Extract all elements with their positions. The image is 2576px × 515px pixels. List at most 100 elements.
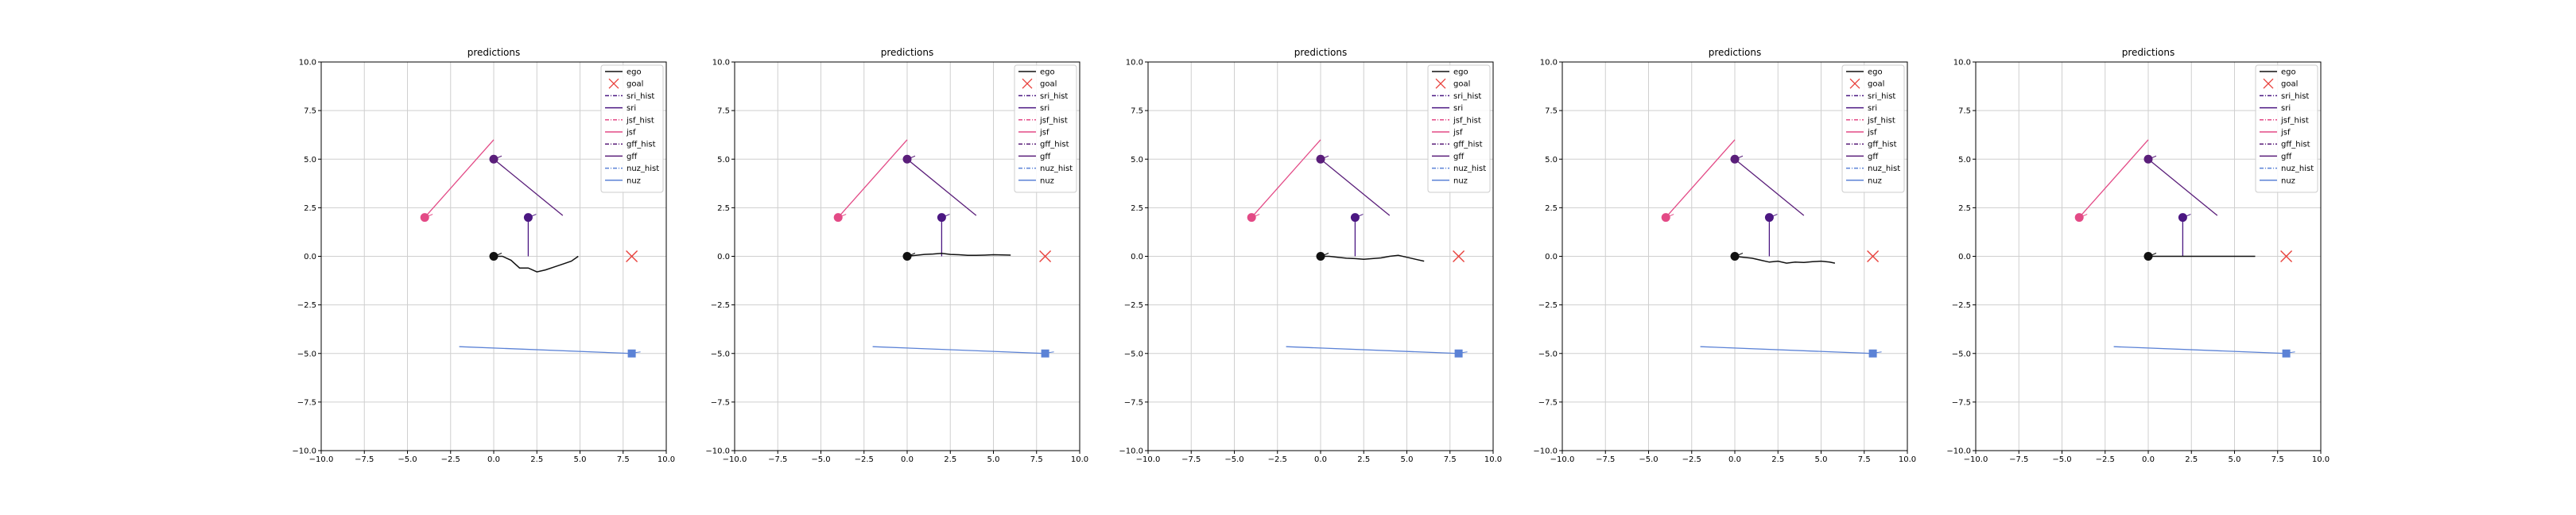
legend-label-nuz-hist: nuz_hist	[2281, 165, 2314, 173]
x-tick-label: 5.0	[2229, 455, 2241, 464]
x-tick-label: 2.5	[530, 455, 543, 464]
x-tick-label: −5.0	[1639, 455, 1658, 464]
gff-marker-tick	[495, 155, 502, 159]
legend-label-gff: gff	[1453, 153, 1465, 161]
ego-marker-tick	[1736, 253, 1744, 256]
goal-marker	[1039, 250, 1052, 262]
legend-label-jsf: jsf	[2280, 129, 2291, 137]
y-tick-label: 5.0	[1958, 156, 1971, 165]
legend-label-jsf: jsf	[626, 129, 636, 137]
legend-label-gff: gff	[627, 153, 638, 161]
y-tick-label: 5.0	[304, 156, 316, 165]
legend-label-nuz: nuz	[1040, 176, 1054, 185]
x-tick-label: −5.0	[1224, 455, 1243, 464]
x-tick-label: 7.5	[1444, 455, 1457, 464]
legend-label-jsf: jsf	[1867, 129, 1877, 137]
sri-marker-tick	[1771, 214, 1778, 218]
nuz-marker	[1041, 349, 1049, 358]
y-tick-label: −5.0	[1124, 350, 1143, 358]
legend-label-nuz-hist: nuz_hist	[1868, 165, 1900, 173]
sri-marker-tick	[2185, 214, 2191, 218]
legend-goal-swatch	[1435, 78, 1446, 89]
x-tick-label: 0.0	[1728, 455, 1741, 464]
legend-goal-swatch	[1022, 78, 1033, 89]
x-tick-label: 2.5	[1771, 455, 1784, 464]
y-tick-label: 5.0	[1545, 156, 1558, 165]
gff-line	[2147, 158, 2218, 216]
legend-label-sri: sri	[627, 104, 636, 113]
y-tick-label: 10.0	[712, 59, 730, 68]
ego-line	[906, 253, 1011, 258]
legend-label-sri: sri	[1453, 104, 1463, 113]
ego-marker-tick	[1322, 253, 1329, 256]
legend-box	[1014, 64, 1077, 193]
ego-marker	[1730, 252, 1740, 261]
legend-label-goal: goal	[2281, 80, 2298, 89]
y-tick-label: −7.5	[297, 398, 316, 407]
x-tick-label: −5.0	[2052, 455, 2071, 464]
y-tick-label: −2.5	[1124, 301, 1143, 310]
legend-box	[1427, 64, 1491, 193]
x-tick-label: −2.5	[441, 455, 460, 464]
legend-label-ego: ego	[1040, 68, 1055, 77]
gff-line	[1320, 158, 1391, 216]
legend-label-goal: goal	[627, 80, 643, 89]
gff-marker-tick	[1322, 155, 1329, 159]
legend-label-jsf-hist: jsf_hist	[1453, 116, 1481, 125]
sri-marker	[937, 213, 946, 223]
legend-label-nuz: nuz	[1868, 176, 1882, 185]
axes-frame	[1975, 61, 2322, 451]
chart-title: predictions	[1294, 47, 1347, 58]
axes-frame	[320, 61, 667, 451]
legend-label-gff-hist: gff_hist	[1040, 141, 1069, 149]
ego-marker	[1316, 252, 1325, 261]
legend-label-nuz-hist: nuz_hist	[1453, 165, 1486, 173]
ego-marker	[902, 252, 912, 261]
legend-label-sri-hist: sri_hist	[1453, 92, 1481, 101]
y-tick-label: −7.5	[1538, 398, 1558, 407]
gff-marker	[1730, 154, 1740, 164]
y-tick-label: 0.0	[1545, 253, 1558, 261]
subplot-4: predictions −10.0 −7.5 −5.0 −2.5 0.0 2.5 5.0 7.5…	[1533, 47, 1916, 464]
y-tick-label: −2.5	[711, 301, 730, 310]
legend-box	[600, 64, 664, 193]
x-tick-label: −7.5	[2009, 455, 2028, 464]
y-tick-label: 0.0	[1131, 253, 1143, 261]
nuz-marker-tick	[1461, 351, 1468, 354]
y-tick-label: −5.0	[1952, 350, 1971, 358]
legend-label-ego: ego	[1453, 68, 1468, 77]
jsf-marker-tick	[427, 214, 433, 218]
legend-label-nuz: nuz	[2281, 176, 2295, 185]
sri-marker	[1764, 213, 1774, 223]
x-tick-label: −5.0	[398, 455, 417, 464]
legend-label-goal: goal	[1868, 80, 1884, 89]
x-tick-label: 10.0	[2312, 455, 2330, 464]
x-tick-label: 5.0	[574, 455, 587, 464]
legend-label-gff-hist: gff_hist	[627, 141, 656, 149]
legend-label-gff-hist: gff_hist	[2281, 141, 2310, 149]
nuz-marker-tick	[1876, 351, 1882, 354]
gff-line	[1734, 158, 1805, 216]
legend-label-jsf-hist: jsf_hist	[1867, 116, 1895, 125]
x-tick-label: 0.0	[901, 455, 914, 464]
legend-label-sri: sri	[2281, 104, 2291, 113]
y-tick-label: −2.5	[1538, 301, 1558, 310]
nuz-line	[459, 346, 632, 354]
legend-box	[2255, 64, 2318, 193]
chart-title: predictions	[467, 47, 520, 58]
x-tick-label: −7.5	[1181, 455, 1201, 464]
y-tick-label: −2.5	[1952, 301, 1971, 310]
y-tick-label: 7.5	[1545, 107, 1558, 116]
legend-label-gff-hist: gff_hist	[1453, 141, 1483, 149]
legend-label-nuz: nuz	[1453, 176, 1468, 185]
jsf-marker	[833, 213, 843, 223]
sri-marker-tick	[1357, 214, 1364, 218]
y-tick-label: 2.5	[1958, 204, 1971, 213]
legend-box	[1841, 64, 1905, 193]
x-tick-label: −2.5	[1268, 455, 1287, 464]
x-tick-label: −5.0	[811, 455, 830, 464]
legend-label-sri-hist: sri_hist	[1040, 92, 1068, 101]
